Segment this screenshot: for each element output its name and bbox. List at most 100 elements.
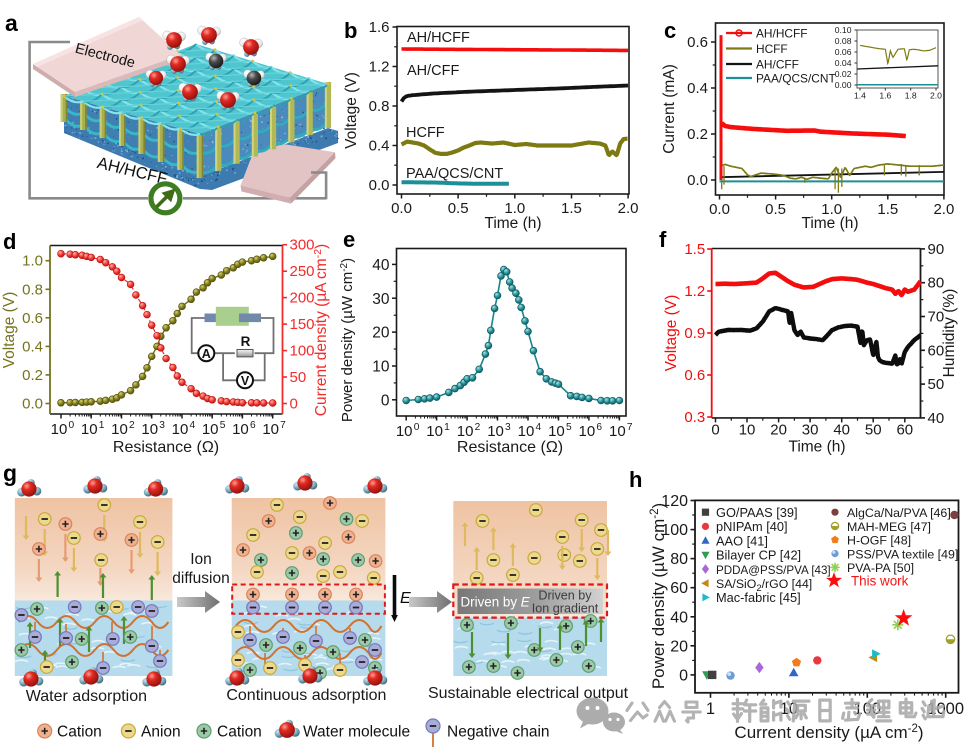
svg-text:0.10: 0.10 [835, 25, 852, 35]
svg-text:10: 10 [518, 423, 535, 440]
svg-text:20: 20 [372, 325, 390, 342]
svg-text:0.0: 0.0 [22, 396, 43, 413]
svg-text:2: 2 [475, 422, 481, 433]
svg-text:0.4: 0.4 [369, 138, 390, 155]
svg-text:PAA/QCS/CNT: PAA/QCS/CNT [406, 166, 503, 182]
svg-text:30: 30 [372, 291, 390, 308]
svg-text:AlgCa/Na/PVA [46]: AlgCa/Na/PVA [46] [847, 506, 951, 520]
svg-text:0: 0 [711, 421, 719, 438]
svg-text:Voltage (V): Voltage (V) [1, 292, 18, 369]
svg-text:Anion: Anion [141, 724, 181, 741]
svg-text:40: 40 [928, 410, 945, 427]
svg-text:80: 80 [928, 275, 945, 292]
svg-text:e: e [343, 227, 355, 252]
svg-text:b: b [344, 18, 357, 43]
svg-text:10: 10 [739, 421, 756, 438]
svg-text:0.02: 0.02 [835, 69, 852, 79]
svg-text:0.00: 0.00 [835, 80, 852, 90]
svg-text:Driven by E: Driven by E [461, 595, 531, 610]
svg-text:diffusion: diffusion [172, 570, 229, 587]
svg-text:10: 10 [426, 423, 443, 440]
svg-text:1.6: 1.6 [369, 19, 390, 36]
svg-text:pNIPAm [40]: pNIPAm [40] [716, 519, 788, 534]
svg-text:1.0: 1.0 [821, 201, 842, 218]
svg-text:0.06: 0.06 [835, 47, 852, 57]
svg-text:d: d [3, 229, 16, 254]
svg-text:150: 150 [290, 316, 315, 333]
svg-text:30: 30 [802, 421, 819, 438]
svg-text:GO/PAAS [39]: GO/PAAS [39] [716, 505, 798, 520]
svg-text:Bilayer CP [42]: Bilayer CP [42] [716, 548, 801, 563]
svg-text:2.0: 2.0 [618, 200, 639, 217]
svg-text:10: 10 [232, 421, 249, 438]
svg-text:20: 20 [670, 638, 688, 655]
svg-text:0.8: 0.8 [22, 281, 43, 298]
svg-text:3: 3 [505, 422, 511, 433]
svg-text:Sustainable electrical output: Sustainable electrical output [428, 685, 629, 702]
svg-text:Resistance (Ω): Resistance (Ω) [457, 439, 563, 456]
svg-text:4: 4 [536, 422, 542, 433]
svg-text:7: 7 [627, 422, 633, 433]
svg-text:AH/CFF: AH/CFF [407, 63, 460, 79]
svg-text:0.8: 0.8 [369, 98, 390, 115]
svg-text:Time (h): Time (h) [801, 215, 858, 232]
svg-text:A: A [202, 347, 211, 361]
svg-text:1000: 1000 [927, 700, 964, 718]
svg-text:10: 10 [141, 421, 158, 438]
svg-text:200: 200 [290, 290, 315, 307]
svg-text:0: 0 [679, 667, 688, 684]
svg-text:300: 300 [290, 237, 315, 254]
svg-text:1.2: 1.2 [684, 283, 705, 300]
svg-text:10: 10 [372, 358, 390, 375]
svg-text:40: 40 [833, 421, 850, 438]
svg-text:Resistance (Ω): Resistance (Ω) [113, 439, 219, 456]
svg-text:10: 10 [579, 423, 596, 440]
svg-text:R: R [241, 334, 251, 349]
svg-text:0: 0 [414, 422, 420, 433]
svg-text:V: V [241, 374, 250, 388]
svg-text:10: 10 [202, 421, 219, 438]
svg-text:Continuous adsorption: Continuous adsorption [226, 687, 386, 704]
svg-text:0.4: 0.4 [687, 80, 708, 97]
svg-text:0.0: 0.0 [369, 177, 390, 194]
svg-text:a: a [5, 10, 18, 36]
svg-text:Driven by: Driven by [538, 589, 592, 603]
svg-text:4: 4 [189, 420, 195, 431]
svg-text:10: 10 [262, 421, 279, 438]
svg-text:70: 70 [928, 309, 945, 326]
svg-text:Cation: Cation [217, 724, 262, 741]
svg-text:1.5: 1.5 [561, 200, 582, 217]
svg-text:MAH-MEG [47]: MAH-MEG [47] [847, 520, 931, 534]
svg-text:50: 50 [928, 376, 945, 393]
svg-text:90: 90 [928, 241, 945, 258]
svg-text:2: 2 [129, 420, 135, 431]
svg-text:10: 10 [81, 421, 98, 438]
svg-text:Power density (µW cm-2): Power density (µW cm-2) [649, 503, 668, 689]
svg-text:Ion gradient: Ion gradient [532, 602, 599, 616]
svg-text:h: h [629, 467, 642, 492]
svg-text:Water adsorption: Water adsorption [26, 688, 147, 705]
svg-text:100: 100 [290, 343, 315, 360]
svg-text:0.6: 0.6 [684, 367, 705, 384]
svg-text:AH/HCFF: AH/HCFF [407, 30, 470, 46]
svg-text:0.0: 0.0 [687, 172, 708, 189]
svg-text:Negative chain: Negative chain [447, 724, 550, 741]
svg-text:PSS/PVA textile [49]: PSS/PVA textile [49] [847, 547, 958, 561]
svg-text:60: 60 [896, 421, 913, 438]
svg-text:Voltage (V): Voltage (V) [343, 72, 360, 149]
svg-text:7: 7 [280, 420, 286, 431]
svg-text:50: 50 [290, 369, 307, 386]
svg-text:10: 10 [51, 421, 68, 438]
svg-text:1.2: 1.2 [369, 59, 390, 76]
svg-text:0.6: 0.6 [687, 34, 708, 51]
svg-text:Current (mA): Current (mA) [661, 64, 678, 154]
svg-text:E: E [400, 590, 411, 607]
svg-text:0.08: 0.08 [835, 36, 852, 46]
svg-text:0.2: 0.2 [22, 367, 43, 384]
svg-text:0: 0 [290, 396, 298, 413]
svg-text:10: 10 [548, 423, 565, 440]
svg-text:0: 0 [69, 420, 75, 431]
svg-text:1: 1 [99, 420, 105, 431]
svg-text:c: c [664, 18, 676, 43]
svg-text:Time (h): Time (h) [484, 215, 541, 232]
